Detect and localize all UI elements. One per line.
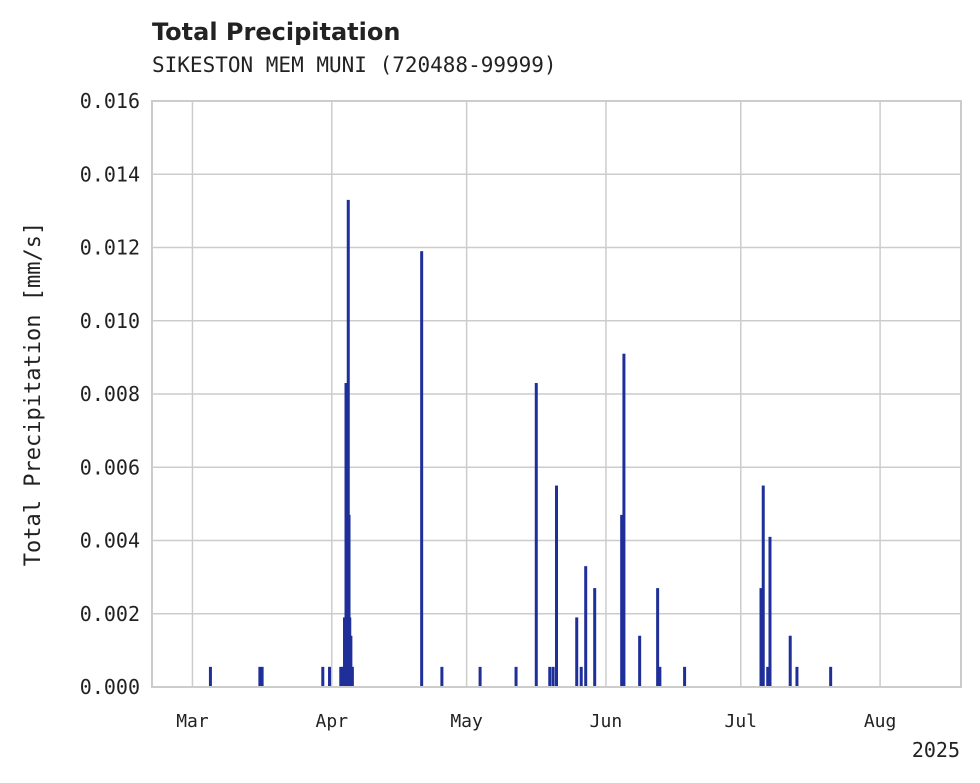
precipitation-bar	[683, 666, 687, 687]
y-tick-label: 0.000	[80, 675, 140, 699]
y-tick-label: 0.008	[80, 382, 140, 406]
precipitation-bar	[346, 199, 350, 687]
precipitation-bar	[622, 353, 626, 687]
precipitation-bar	[579, 666, 583, 687]
precipitation-bar	[258, 666, 262, 687]
precipitation-bar	[584, 566, 588, 687]
precipitation-bar	[656, 588, 660, 687]
precipitation-bar	[795, 666, 799, 687]
precipitation-bar	[761, 485, 765, 687]
precipitation-bar	[548, 666, 552, 687]
precipitation-bar	[514, 666, 518, 687]
y-tick-label: 0.004	[80, 529, 140, 553]
precipitation-bar	[344, 383, 348, 687]
precipitation-bar	[759, 588, 763, 687]
precipitation-bar	[420, 251, 424, 687]
precipitation-bar	[551, 666, 555, 687]
bars	[208, 199, 833, 687]
precipitation-bar	[638, 635, 642, 687]
y-tick-label: 0.012	[80, 236, 140, 260]
precipitation-bar	[575, 617, 579, 687]
y-tick-label: 0.010	[80, 309, 140, 333]
precipitation-bar	[829, 666, 833, 687]
precipitation-bar	[478, 666, 482, 687]
precipitation-bar	[620, 514, 624, 687]
grid	[152, 100, 961, 688]
precipitation-bar	[658, 666, 662, 687]
x-tick-label: Mar	[176, 711, 209, 732]
precipitation-bar	[349, 635, 353, 687]
y-tick-label: 0.016	[80, 89, 140, 113]
precipitation-bar	[555, 485, 558, 687]
precipitation-bar	[347, 514, 351, 687]
y-tick-label: 0.006	[80, 455, 140, 479]
x-tick-label: Jul	[725, 711, 758, 732]
precipitation-bar	[341, 666, 345, 687]
precipitation-bar	[208, 666, 212, 687]
year-label: 2025	[912, 738, 960, 762]
plot-frame	[151, 100, 962, 688]
precipitation-bar	[440, 666, 444, 687]
y-tick-label: 0.002	[80, 602, 140, 626]
precipitation-bar	[260, 666, 264, 687]
x-tick-label: Jun	[590, 711, 623, 732]
x-tick-label: Aug	[864, 711, 897, 732]
x-ticks: Mar Apr May Jun Jul Aug	[176, 711, 896, 732]
precipitation-bar	[328, 666, 332, 687]
x-tick-label: May	[450, 711, 483, 732]
chart-title: Total Precipitation	[152, 18, 400, 46]
precipitation-bar	[766, 666, 770, 687]
precipitation-bar	[321, 666, 325, 687]
precipitation-bar	[788, 635, 792, 687]
precipitation-bar	[339, 666, 343, 687]
precipitation-bar	[768, 536, 772, 687]
y-axis-label: Total Precipitation [mm/s]	[21, 222, 46, 566]
y-ticks: 0.000 0.002 0.004 0.006 0.008 0.010 0.012 0.014…	[80, 89, 140, 699]
chart-subtitle: SIKESTON MEM MUNI (720488-99999)	[152, 53, 557, 77]
precipitation-bar	[593, 588, 597, 687]
y-tick-label: 0.014	[80, 162, 140, 186]
precipitation-bar	[534, 383, 538, 687]
x-tick-label: Apr	[316, 711, 349, 732]
precipitation-bar	[350, 666, 354, 687]
